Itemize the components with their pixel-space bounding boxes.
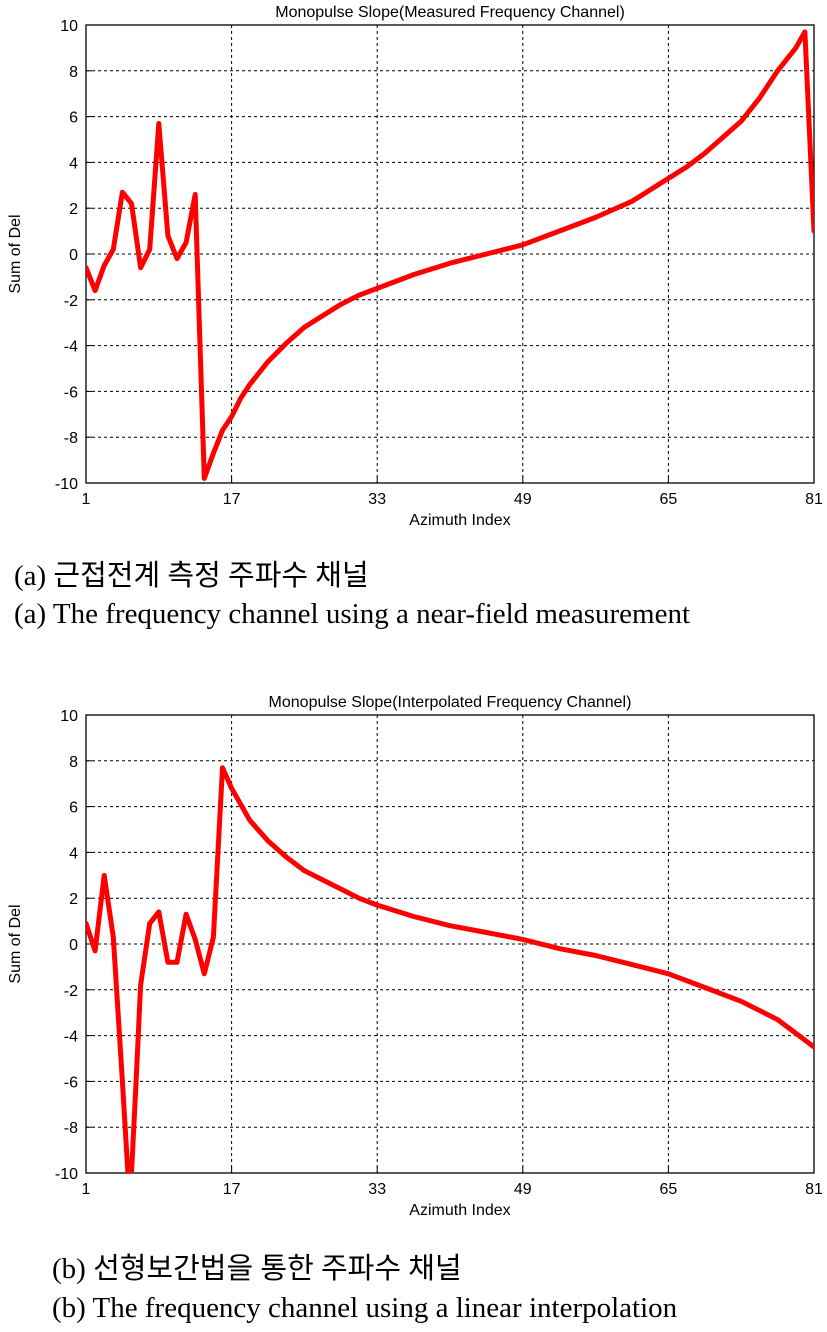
series-line [86, 29, 814, 481]
chart-title: Monopulse Slope(Measured Frequency Chann… [275, 4, 625, 21]
y-tick-label: 10 [60, 708, 78, 725]
chart-title: Monopulse Slope(Interpolated Frequency C… [269, 694, 632, 711]
y-tick-label: -2 [64, 293, 78, 310]
chart-b: 1 17 33 49 65 81 -10 -8 -6 -4 -2 0 2 4 6 8 10 Monopulse S… [0, 690, 827, 1219]
x-axis-label: Azimuth Index [409, 1202, 510, 1219]
y-tick-label: 0 [69, 247, 78, 264]
chart-a-svg: 1 17 33 49 65 81 -10 -8 -6 -4 -2 0 2 4 6 8 10 Monopulse S… [7, 4, 823, 529]
y-tick-label: 2 [69, 201, 78, 218]
caption-b-korean: (b) 선형보간법을 통한 주파수 채널 [52, 1253, 462, 1285]
y-tick-label: 8 [69, 64, 78, 81]
y-axis-label: Sum of Del [7, 904, 24, 983]
y-tick-label: -6 [64, 1074, 78, 1091]
x-tick-label: 33 [368, 491, 386, 508]
y-tick-label: -2 [64, 983, 78, 1000]
y-tick-label: 8 [69, 754, 78, 771]
x-tick-label: 17 [223, 1181, 241, 1198]
x-tick-label: 65 [660, 1181, 678, 1198]
y-tick-label: -4 [64, 1029, 78, 1046]
y-tick-label: -10 [55, 1166, 78, 1183]
y-tick-label: 4 [69, 155, 78, 172]
x-tick-label: 81 [805, 491, 823, 508]
x-tick-label: 65 [660, 491, 678, 508]
x-tick-label: 81 [805, 1181, 823, 1198]
x-axis-label: Azimuth Index [409, 512, 510, 529]
y-tick-label: 0 [69, 937, 78, 954]
x-tick-label: 1 [82, 491, 91, 508]
y-tick-label: 4 [69, 845, 78, 862]
y-tick-label: -8 [64, 430, 78, 447]
x-tick-label: 1 [82, 1181, 91, 1198]
x-tick-label: 49 [514, 1181, 532, 1198]
y-tick-label: 6 [69, 800, 78, 817]
y-axis-label: Sum of Del [7, 214, 24, 293]
x-tick-label: 49 [514, 491, 532, 508]
x-tick-label: 17 [223, 491, 241, 508]
chart-a: 1 17 33 49 65 81 -10 -8 -6 -4 -2 0 2 4 6 8 10 Monopulse S… [0, 0, 827, 529]
caption-a-korean: (a) 근접전계 측정 주파수 채널 [14, 560, 369, 592]
x-tick-label: 33 [368, 1181, 386, 1198]
y-tick-label: 6 [69, 110, 78, 127]
chart-b-svg: 1 17 33 49 65 81 -10 -8 -6 -4 -2 0 2 4 6 8 10 Monopulse S… [7, 694, 823, 1219]
caption-b-english: (b) The frequency channel using a linear… [52, 1292, 678, 1324]
y-tick-label: 2 [69, 891, 78, 908]
y-tick-label: -10 [55, 476, 78, 493]
y-tick-label: -4 [64, 339, 78, 356]
y-tick-label: 10 [60, 18, 78, 35]
series-line [86, 765, 814, 1173]
y-tick-label: -8 [64, 1120, 78, 1137]
caption-a-english: (a) The frequency channel using a near-f… [14, 598, 691, 630]
y-tick-label: -6 [64, 384, 78, 401]
